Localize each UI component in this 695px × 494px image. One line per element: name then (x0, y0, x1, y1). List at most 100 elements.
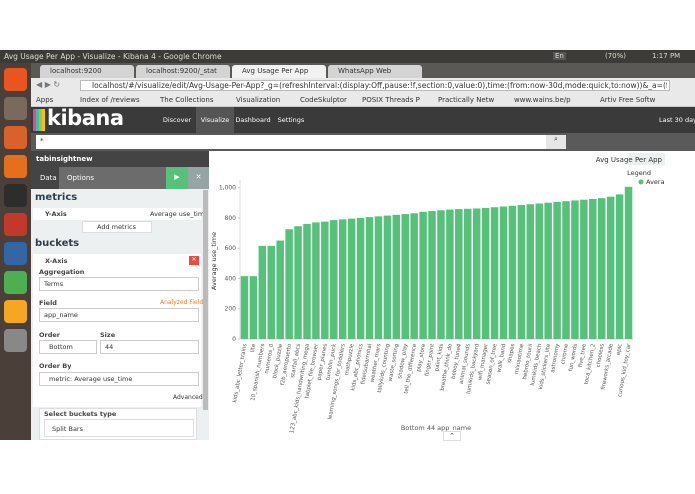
nav-item[interactable]: Settings (277, 116, 305, 124)
query-text: * (40, 137, 44, 145)
sidebar-tabs (31, 167, 209, 189)
tray-battery: (70%) (605, 52, 627, 60)
field-select[interactable]: app_name (39, 308, 199, 322)
nav-item[interactable]: Visualize (196, 107, 234, 133)
buckets-title: buckets (35, 238, 80, 249)
bar (580, 199, 588, 339)
bar (374, 216, 383, 339)
x-tick-label: fun_words (568, 343, 579, 372)
bookmark[interactable]: CodeSkulptor (300, 96, 347, 104)
tab[interactable]: Avg Usage Per App (232, 65, 326, 78)
nav-item[interactable]: Dashboard (235, 116, 271, 124)
x-tick-label: walk_band (496, 343, 507, 373)
launcher-icon[interactable] (4, 126, 27, 149)
bar (571, 200, 579, 339)
bar (267, 245, 276, 339)
discard-button[interactable]: ✕ (188, 167, 209, 189)
advanced-link[interactable]: Advanced (173, 394, 203, 401)
order-label: Order (39, 331, 60, 339)
select-type: Select buckets type (44, 410, 117, 418)
tab[interactable]: localhost:9200 (40, 65, 134, 78)
search-button[interactable]: ⌕ (546, 135, 566, 149)
x-tick-label: play_store (416, 343, 427, 373)
bookmark[interactable]: Practically Netw (438, 96, 495, 104)
launcher-icon[interactable] (4, 271, 27, 294)
split-bars[interactable]: Split Bars (44, 419, 194, 437)
x-tick-label: shapes (507, 343, 516, 363)
bar (249, 276, 258, 339)
bar (419, 211, 427, 339)
bar (562, 201, 570, 339)
field-label: Field (39, 299, 57, 307)
index-header (31, 151, 209, 167)
aggregation-select[interactable]: Terms (39, 277, 199, 291)
launcher-icon[interactable] (4, 184, 27, 207)
time-range[interactable]: Last 30 days (659, 116, 695, 124)
bookmark[interactable]: Index of /reviews (80, 96, 140, 104)
y-tick-label: 200 (225, 306, 237, 313)
tab-data[interactable]: Data (31, 167, 59, 189)
scrollbar[interactable] (203, 190, 208, 410)
bar (276, 240, 284, 339)
window-title: Avg Usage Per App - Visualize - Kibana 4… (4, 52, 222, 61)
bar (446, 209, 454, 339)
bar (240, 276, 249, 339)
bar (401, 214, 409, 339)
select-type-panel (39, 408, 197, 440)
order-by-select[interactable]: metric: Average use_time (39, 372, 199, 386)
index-name: tabinsightnew (36, 155, 93, 163)
tab[interactable]: WhatsApp Web (328, 65, 422, 78)
bookmark[interactable]: www.wains.be/p (514, 96, 571, 104)
query-input[interactable] (36, 135, 546, 149)
add-metrics-button[interactable]: Add metrics (82, 221, 152, 233)
bar (526, 204, 535, 339)
collapse-toggle[interactable]: ⌃ (443, 431, 461, 441)
launcher-icon[interactable] (4, 300, 27, 323)
bookmark[interactable]: The Collections (160, 96, 214, 104)
chart: Avg Usage Per App Legend Average use_tim… (210, 151, 665, 440)
x-tick-label: starfall_abcs (290, 343, 302, 378)
launcher-icon[interactable] (4, 97, 27, 120)
order-select[interactable]: Bottom (39, 340, 97, 354)
bar (624, 186, 633, 339)
x-tick-label: mathpuzzle (344, 343, 356, 376)
launcher-icon[interactable] (4, 329, 27, 352)
title-bg (628, 153, 665, 165)
bar (464, 208, 472, 339)
legend-entry: Average use_time (646, 178, 665, 186)
address-bar[interactable] (80, 80, 670, 91)
x-tick-label: paint_kids (434, 343, 445, 372)
kibana-logo: kibana (47, 106, 124, 130)
size-input[interactable]: 44 (100, 340, 199, 354)
launcher-icon[interactable] (4, 213, 27, 236)
y-axis-row (33, 208, 201, 220)
tab-options[interactable]: Options (67, 174, 95, 182)
tray-lang: En (553, 52, 566, 60)
bar (517, 204, 526, 339)
bookmark[interactable]: Artiv Free Softw (600, 96, 656, 104)
apply-button[interactable]: ▶ (166, 167, 188, 189)
launcher-icon[interactable] (4, 155, 27, 178)
x-tick-label: finger_paint (424, 342, 436, 376)
bar (294, 226, 302, 339)
x-axis[interactable]: X-Axis (45, 257, 68, 265)
bookmark[interactable]: POSIX Threads P (362, 96, 420, 104)
tab[interactable]: localhost:9200/_stat (136, 65, 230, 78)
y-tick-label: 1,000 (219, 185, 236, 192)
launcher-icon[interactable] (4, 242, 27, 265)
x-tick-label: epic (616, 343, 624, 355)
bar (303, 223, 311, 339)
kibana-logo-bars (33, 109, 45, 131)
nav-item[interactable]: Discover (162, 116, 192, 124)
bar (365, 217, 374, 339)
y-tick-label: 600 (225, 245, 237, 252)
order-by-label: Order By (39, 362, 72, 370)
bar (312, 222, 320, 339)
aggregation-label: Aggregation (39, 268, 85, 276)
remove-bucket[interactable]: ✕ (189, 256, 199, 265)
launcher-icon[interactable] (4, 68, 27, 91)
y-axis[interactable]: Y-Axis (45, 210, 67, 218)
bookmark[interactable]: Apps (36, 96, 54, 104)
bookmark[interactable]: Visualization (236, 96, 281, 104)
nav-buttons[interactable]: ◀ ▶ ↻ (36, 80, 61, 89)
